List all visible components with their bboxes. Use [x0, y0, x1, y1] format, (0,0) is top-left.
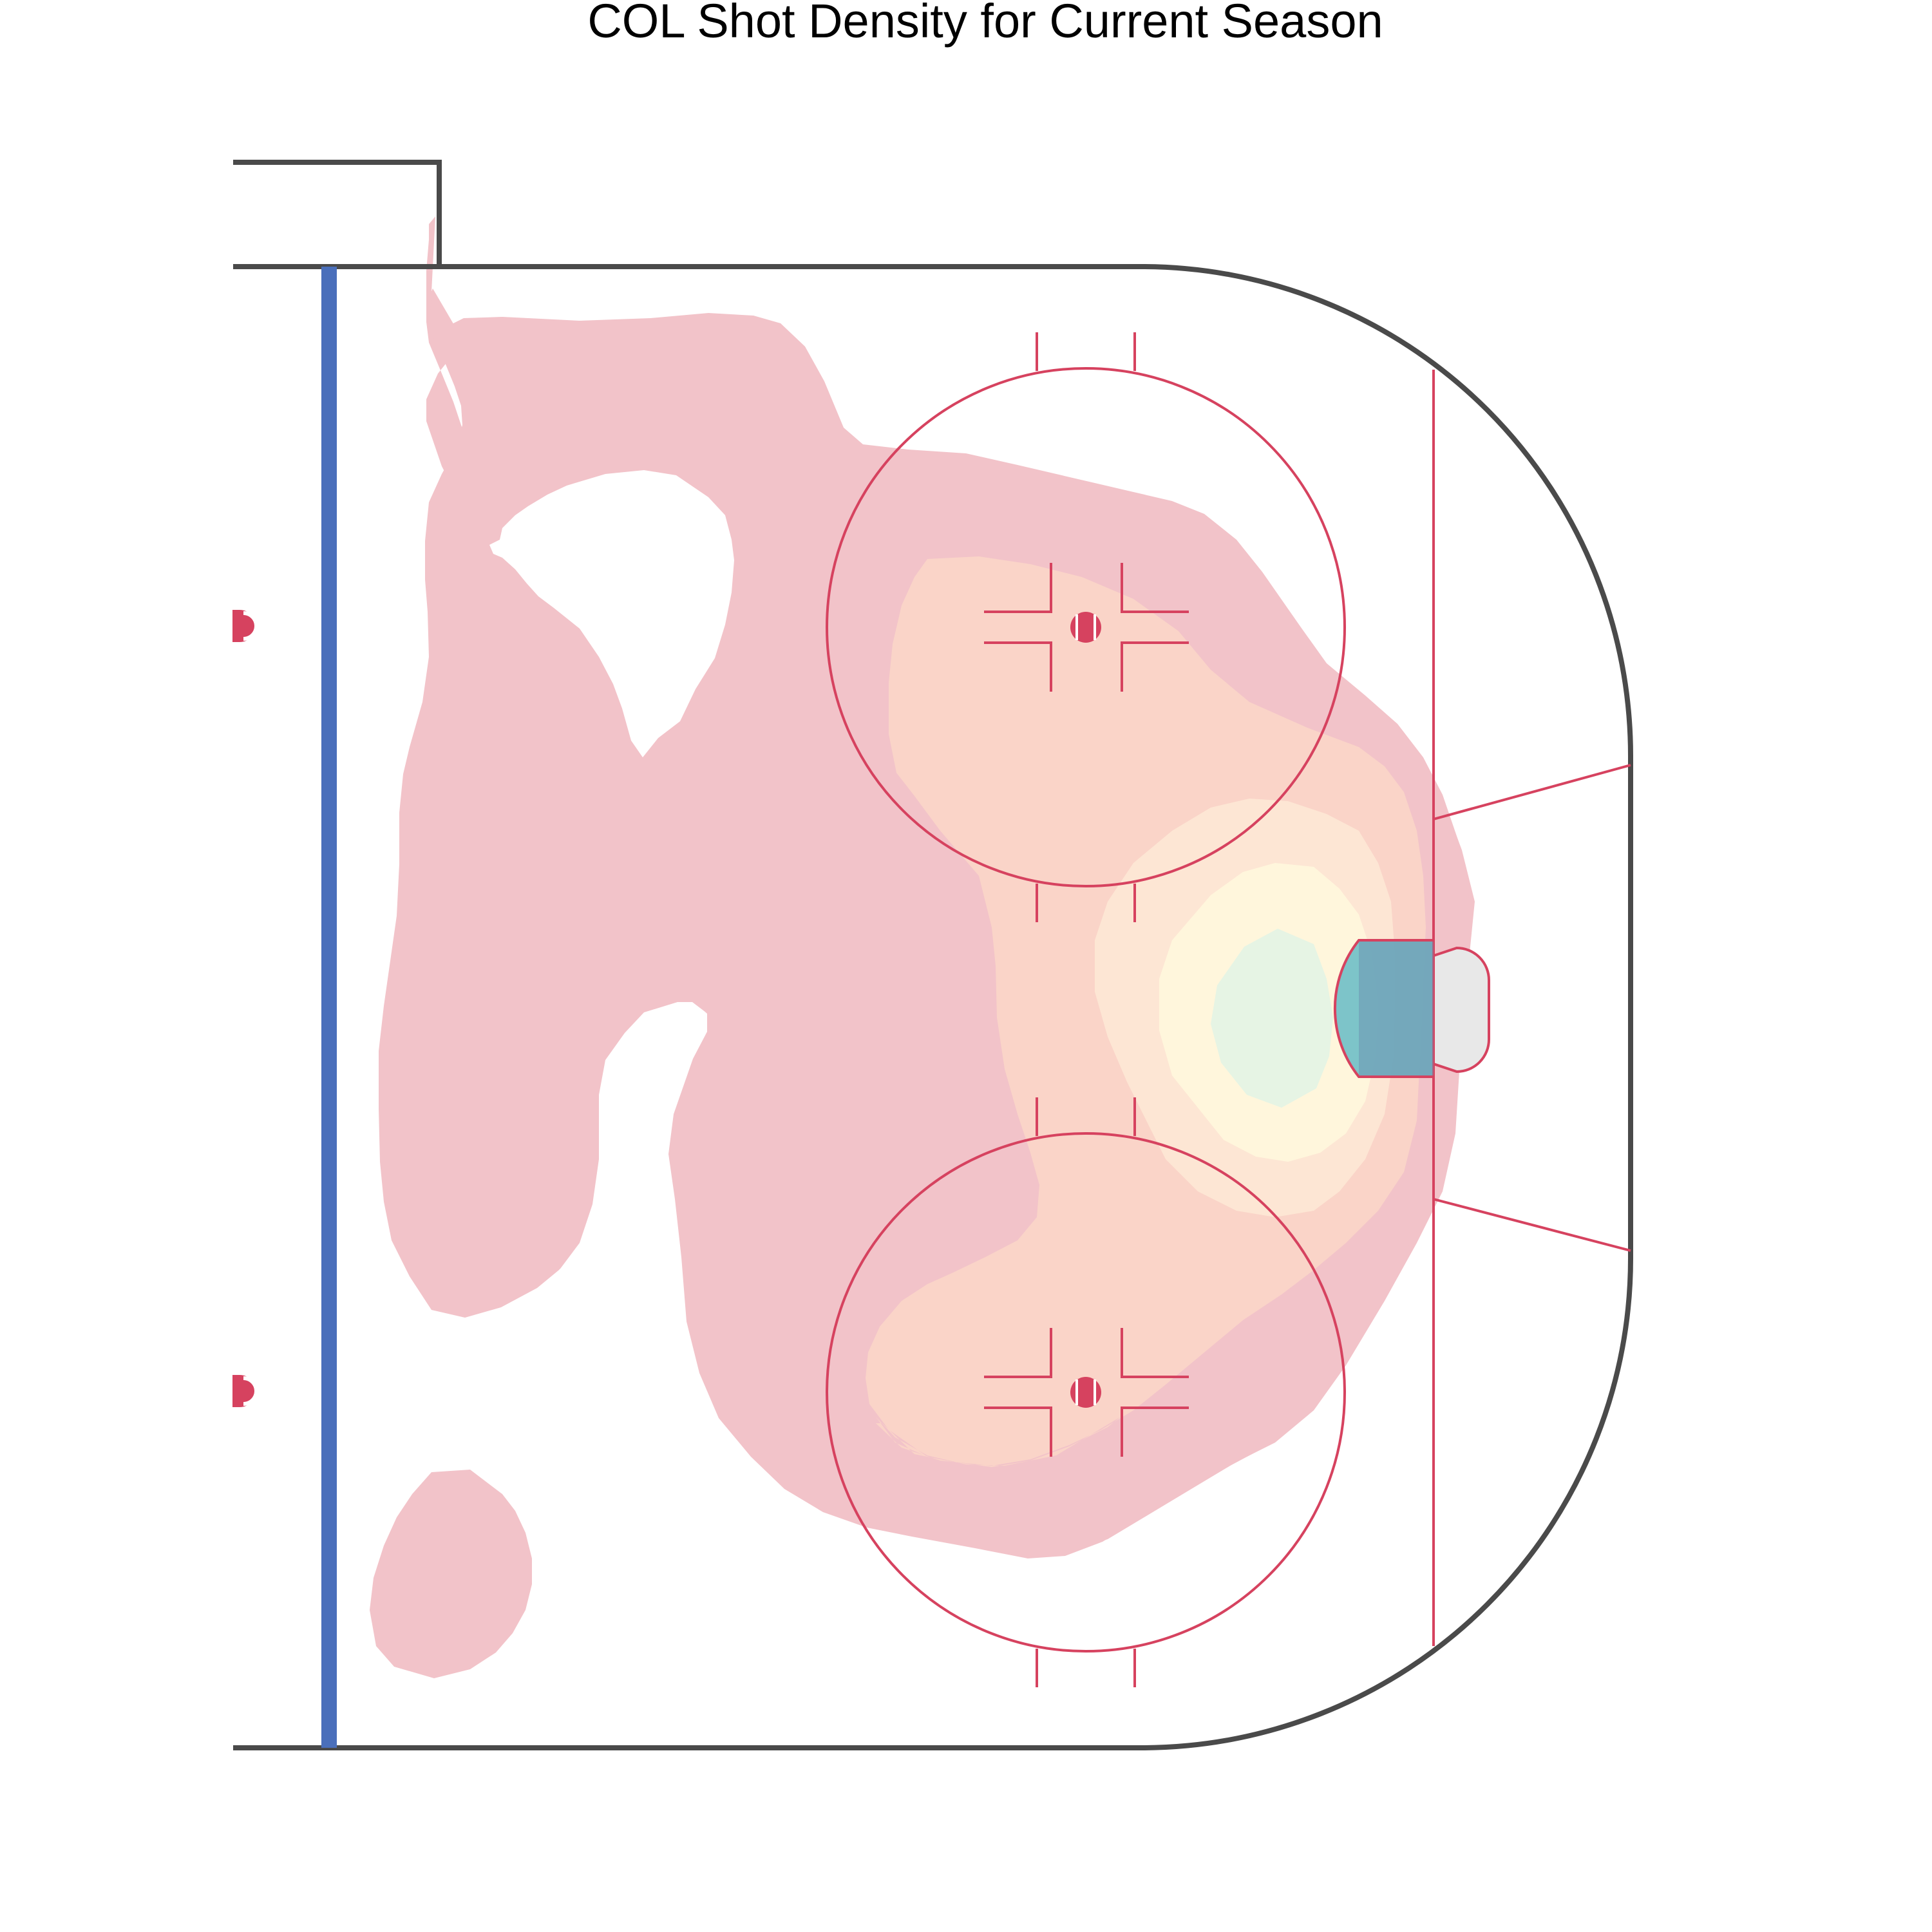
density-level-5-region — [1211, 929, 1333, 1108]
faceoff-dot — [1070, 612, 1101, 643]
goal-net — [1432, 946, 1490, 1074]
faceoff-circle-lower — [826, 1097, 1346, 1687]
bench-box — [233, 160, 442, 267]
blue-line — [321, 267, 337, 1748]
dot-highlight — [243, 1376, 258, 1406]
faceoff-dot — [1070, 1377, 1101, 1408]
trapezoid-lower — [1433, 1198, 1631, 1252]
goal-crease-inner — [1359, 942, 1434, 1075]
trapezoid-upper — [1433, 764, 1631, 820]
rink-boards — [233, 264, 1633, 1750]
hockey-rink — [232, 160, 1633, 1750]
faceoff-circle-upper — [826, 332, 1346, 922]
chart-title: COL Shot Density for Current Season — [587, 0, 1383, 48]
density-hole-upper — [489, 470, 734, 757]
density-level-1-patch — [370, 1470, 532, 1678]
density-contours — [370, 216, 1475, 1678]
dot-highlight — [243, 611, 258, 641]
